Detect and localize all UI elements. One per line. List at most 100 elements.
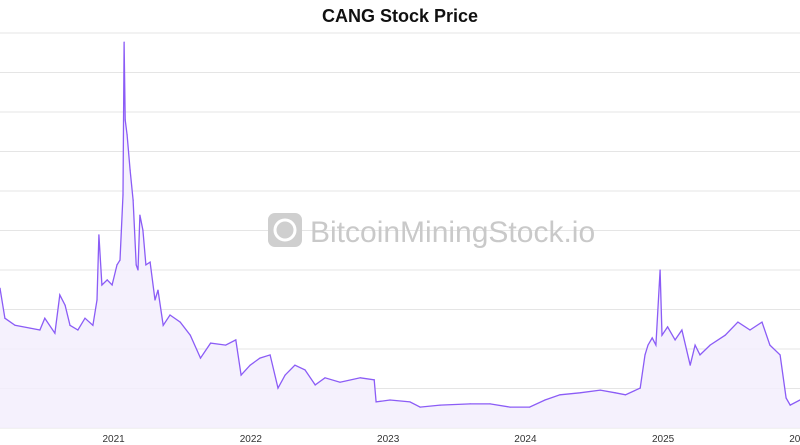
data-point [199,357,202,359]
chart-title: CANG Stock Price [321,6,479,26]
data-point [277,387,279,389]
data-point [624,394,627,396]
x-axis-ticks: 2021 2022 2023 2024 2025 2026 [102,434,800,445]
data-point [694,344,696,346]
data-point [579,392,581,394]
data-point [189,334,191,336]
data-point [139,214,141,216]
data-point [389,399,391,401]
data-point [737,321,739,323]
data-point [64,304,66,306]
data-point [44,317,46,319]
data-point [469,403,471,405]
data-point [106,279,108,281]
data-point [674,339,676,341]
x-tick-label: 2023 [377,434,400,445]
data-point [709,344,711,346]
data-point [225,344,227,346]
data-point [559,394,561,396]
data-point [179,321,181,323]
data-point [681,329,683,331]
data-point [154,299,156,301]
price-points [0,41,800,408]
watermark-logo-icon [268,213,302,247]
data-point [210,342,212,344]
data-point [419,406,421,408]
data-point [409,401,411,403]
data-point [789,404,791,406]
data-point [149,261,151,263]
data-point [373,379,375,381]
data-point [439,404,441,406]
data-point [162,324,164,326]
data-point [69,324,71,326]
data-point [92,324,94,326]
data-point [324,377,326,379]
data-point [509,406,511,408]
data-point [689,364,691,366]
data-point [77,329,79,331]
data-point [259,357,261,359]
data-point [655,344,657,346]
data-point [639,387,641,389]
data-point [142,229,144,231]
x-tick-label: 2021 [102,434,125,445]
data-point [375,401,377,403]
data-point [761,321,763,323]
data-point [659,269,661,271]
x-tick-label: 2025 [652,434,675,445]
watermark-text: BitcoinMiningStock.io [310,216,595,249]
data-point [359,377,361,379]
data-point [667,326,669,328]
x-tick-label: 2026 [789,434,800,445]
data-point [314,384,316,386]
data-point [749,329,751,331]
data-point [269,354,271,356]
data-point [4,317,6,319]
watermark: BitcoinMiningStock.io [268,213,595,249]
data-point [724,334,726,336]
data-point [122,194,124,196]
data-point [145,264,147,266]
data-point [157,289,159,291]
data-point [132,199,134,201]
data-point [240,374,242,376]
data-point [651,337,653,339]
data-point [135,264,137,266]
data-point [235,339,237,341]
data-point [98,234,100,236]
data-point [785,397,787,399]
data-point [111,284,113,286]
data-point [528,406,531,408]
x-tick-label: 2024 [514,434,537,445]
data-point [644,354,646,356]
x-tick-label: 2022 [240,434,263,445]
data-point [96,299,98,301]
data-point [614,392,616,394]
watermark-logo-inner-icon [273,218,297,242]
data-point [599,389,601,391]
data-point [59,294,61,296]
data-point [126,134,128,136]
data-point [294,364,296,366]
data-point [779,354,781,356]
data-point [339,381,341,383]
data-point [29,327,31,329]
data-point [769,344,771,346]
data-point [284,374,286,376]
price-area-fill [0,42,800,428]
data-point [123,41,125,43]
data-point [249,364,251,366]
data-point [116,264,118,266]
data-point [54,332,56,334]
data-point [101,284,103,286]
data-point [14,324,16,326]
data-point [119,259,121,261]
data-point [647,344,649,346]
data-point [304,369,306,371]
data-point [0,287,1,289]
data-point [169,314,171,316]
data-point [661,334,663,336]
data-point [137,269,139,271]
data-point [699,354,701,356]
